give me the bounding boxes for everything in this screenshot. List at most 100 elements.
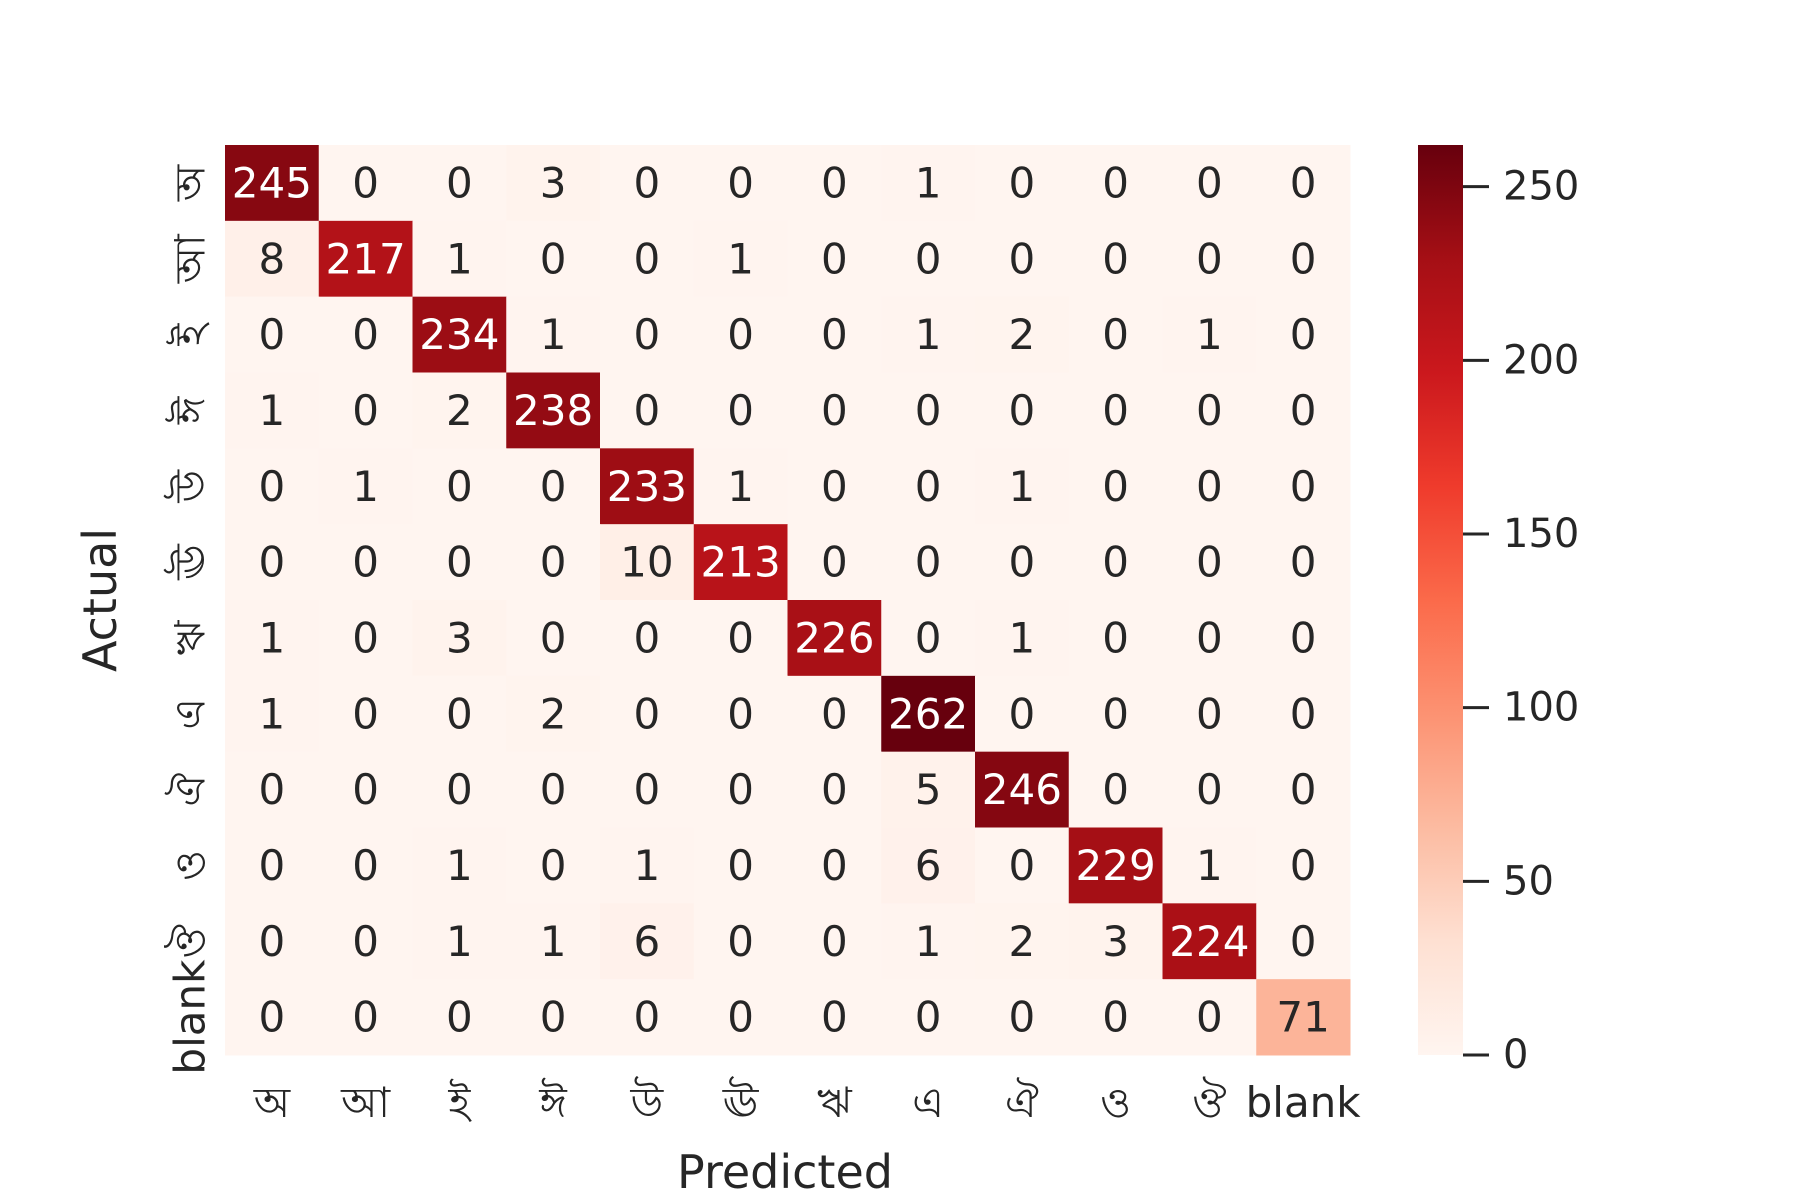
heatmap-cell: [318, 903, 413, 980]
cell-value-label: 0: [540, 462, 567, 511]
cell-value-label: 0: [821, 462, 848, 511]
cell-value-label: 0: [1009, 993, 1036, 1042]
heatmap-cell: [787, 600, 882, 677]
cell-value-label: 0: [352, 538, 379, 587]
heatmap-cell: [600, 903, 695, 980]
cell-value-label: 0: [259, 993, 286, 1042]
cell-value-label: 245: [232, 158, 312, 207]
cell-value-label: 0: [821, 689, 848, 738]
heatmap-cell: [975, 600, 1070, 677]
heatmap-cell: [600, 751, 695, 828]
x-tick-label: ও: [1100, 1078, 1131, 1127]
heatmap-cell: [693, 827, 788, 904]
cell-value-label: 0: [259, 462, 286, 511]
cell-value-label: 224: [1169, 917, 1249, 966]
heatmap-cell: [975, 448, 1070, 525]
heatmap-cell-labels: 245 0 0 3 0 0 0 1 0 0 0 08 217 1 0 0 1 0 0 0 0 0 00 0 234 1 0 0 0 1 2 0…: [232, 158, 1330, 1041]
cell-value-label: 213: [701, 538, 781, 587]
heatmap-cell: [1256, 979, 1351, 1056]
cell-value-label: 0: [634, 993, 661, 1042]
heatmap-cell: [787, 903, 882, 980]
heatmap-cell: [225, 600, 320, 677]
cell-value-label: 0: [446, 765, 473, 814]
cell-value-label: 0: [1196, 234, 1223, 283]
cell-value-label: 0: [352, 613, 379, 662]
y-tick-label: উ: [164, 469, 215, 504]
heatmap-cell: [318, 600, 413, 677]
heatmap-cell: [693, 372, 788, 449]
heatmap-cell: [1256, 220, 1351, 298]
cell-value-label: 238: [513, 386, 593, 435]
cell-value-label: 0: [1196, 765, 1223, 814]
cell-value-label: 0: [821, 917, 848, 966]
cell-value-label: 0: [1196, 689, 1223, 738]
heatmap-cell: [881, 448, 976, 525]
cell-value-label: 0: [352, 765, 379, 814]
heatmap-cell: [881, 979, 976, 1056]
colorbar-ticks: 0 50 100 150 200 250: [1463, 164, 1579, 1078]
cell-value-label: 0: [727, 689, 754, 738]
x-tick-label: উ: [630, 1076, 665, 1127]
heatmap-cell: [318, 979, 413, 1056]
cell-value-label: 0: [821, 993, 848, 1042]
cell-value-label: 0: [352, 841, 379, 890]
cell-value-label: 1: [1196, 841, 1223, 890]
heatmap-cell: [787, 448, 882, 525]
heatmap-cell: [506, 372, 601, 449]
cell-value-label: 0: [1290, 158, 1317, 207]
heatmap-cell: [1162, 448, 1257, 525]
heatmap-cell: [412, 524, 507, 601]
heatmap-cell: [412, 600, 507, 677]
colorbar-tick-label: 250: [1503, 164, 1579, 210]
heatmap-cell: [1068, 600, 1163, 677]
cell-value-label: 0: [540, 993, 567, 1042]
heatmap-cell: [506, 979, 601, 1056]
heatmap-cell: [506, 145, 601, 222]
cell-value-label: 0: [1290, 917, 1317, 966]
cell-value-label: 1: [727, 462, 754, 511]
colorbar-tick-label: 100: [1503, 685, 1579, 731]
cell-value-label: 0: [1290, 841, 1317, 890]
cell-value-label: 0: [634, 386, 661, 435]
cell-value-label: 0: [1196, 462, 1223, 511]
heatmap-cell: [1068, 145, 1163, 222]
cell-value-label: 0: [1196, 613, 1223, 662]
heatmap-cell: [693, 145, 788, 222]
cell-value-label: 0: [352, 158, 379, 207]
heatmap-cell: [318, 524, 413, 601]
heatmap-cell: [225, 296, 320, 373]
cell-value-label: 3: [446, 613, 473, 662]
heatmap-cell: [1162, 903, 1257, 980]
cell-value-label: 1: [259, 689, 286, 738]
cell-value-label: 0: [259, 310, 286, 359]
heatmap-cell: [1162, 372, 1257, 449]
cell-value-label: 0: [1009, 158, 1036, 207]
heatmap-cell: [787, 220, 882, 298]
heatmap-cell: [506, 448, 601, 525]
cell-value-label: 246: [982, 765, 1062, 814]
heatmap-cell: [693, 751, 788, 828]
y-tick-label: ঈ: [166, 396, 215, 425]
heatmap-cell: [975, 827, 1070, 904]
cell-value-label: 0: [915, 538, 942, 587]
y-tick-label: ই: [166, 322, 215, 347]
cell-value-label: 1: [1009, 613, 1036, 662]
cell-value-label: 0: [634, 765, 661, 814]
cell-value-label: 1: [446, 917, 473, 966]
cell-value-label: 1: [446, 841, 473, 890]
heatmap-cell: [600, 600, 695, 677]
x-axis-title: Predicted: [677, 1145, 893, 1199]
heatmap-cell: [506, 524, 601, 601]
cell-value-label: 1: [446, 234, 473, 283]
heatmap-cell: [693, 524, 788, 601]
heatmap-cell: [225, 827, 320, 904]
cell-value-label: 1: [915, 158, 942, 207]
heatmap-cell: [1256, 145, 1351, 222]
heatmap-cell: [412, 372, 507, 449]
y-tick-label: ঔ: [165, 924, 215, 958]
heatmap-cell: [412, 903, 507, 980]
heatmap-cell: [1256, 827, 1351, 904]
x-tick-label: এ: [912, 1078, 944, 1127]
cell-value-label: 0: [446, 462, 473, 511]
heatmap-cell: [412, 448, 507, 525]
